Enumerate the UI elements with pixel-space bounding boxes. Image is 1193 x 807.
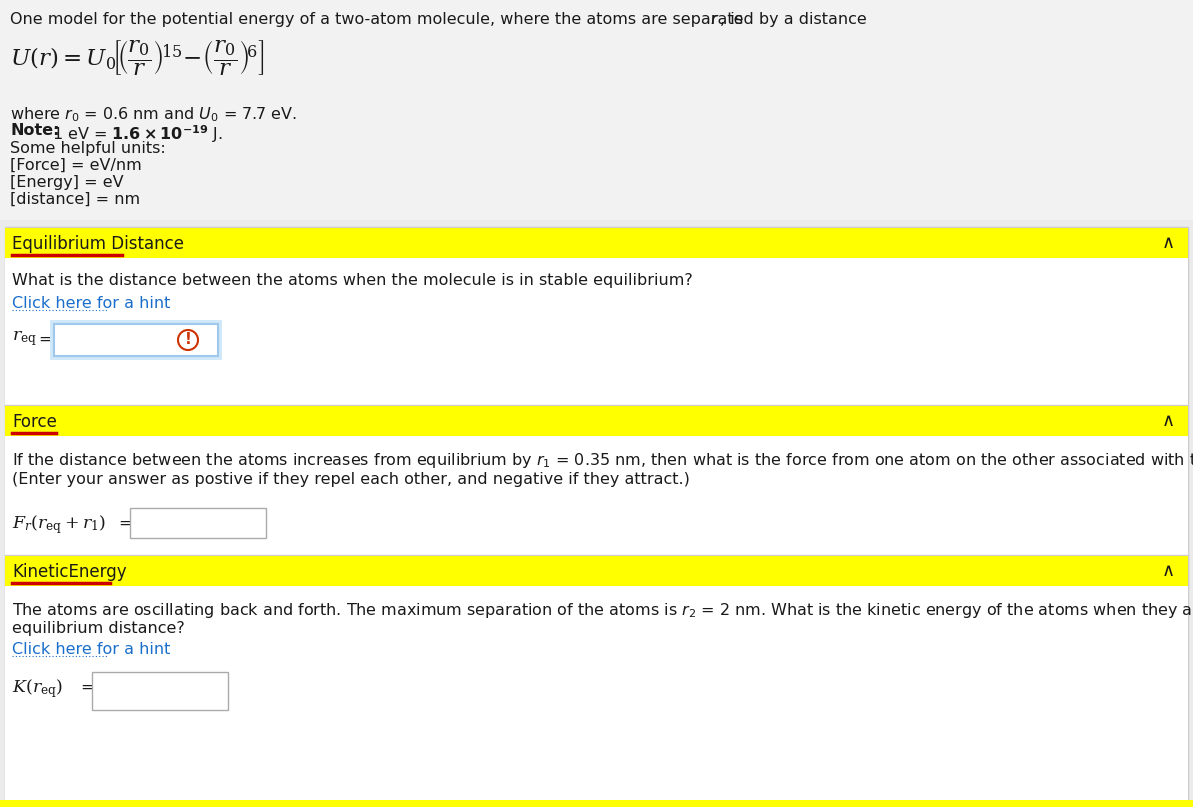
Text: $K(r_{\mathrm{eq}})$: $K(r_{\mathrm{eq}})$ (12, 677, 63, 700)
Text: where $r_0$ = 0.6 nm and $U_0$ = 7.7 eV.: where $r_0$ = 0.6 nm and $U_0$ = 7.7 eV. (10, 105, 297, 123)
Text: =: = (38, 332, 51, 347)
Text: If the distance between the atoms increases from equilibrium by $r_1$ = 0.35 nm,: If the distance between the atoms increa… (12, 451, 1193, 470)
Text: equilibrium distance?: equilibrium distance? (12, 621, 185, 636)
Text: $r$: $r$ (710, 12, 719, 27)
Bar (5, 258, 1188, 406)
Text: $r_{\mathrm{eq}}$: $r_{\mathrm{eq}}$ (12, 329, 37, 348)
Text: Force: Force (12, 413, 57, 431)
Bar (5, 586, 1188, 801)
Bar (0, 800, 1193, 807)
Text: $F_r(r_{\mathrm{eq}} + r_1)$: $F_r(r_{\mathrm{eq}} + r_1)$ (12, 513, 106, 536)
Text: The atoms are oscillating back and forth. The maximum separation of the atoms is: The atoms are oscillating back and forth… (12, 601, 1193, 620)
Bar (54, 324, 218, 356)
Circle shape (178, 330, 198, 350)
Text: =: = (80, 680, 93, 695)
Text: (Enter your answer as postive if they repel each other, and negative if they att: (Enter your answer as postive if they re… (12, 472, 690, 487)
Text: Click here for a hint: Click here for a hint (12, 296, 171, 311)
Text: !: ! (185, 332, 191, 347)
Text: =: = (118, 516, 131, 531)
Bar (0, 0, 1193, 220)
Text: Note:: Note: (10, 123, 60, 138)
Text: ∧: ∧ (1162, 234, 1175, 252)
Bar (5, 405, 1188, 587)
Bar (5, 406, 1188, 436)
Text: ∧: ∧ (1162, 412, 1175, 430)
Text: KineticEnergy: KineticEnergy (12, 563, 126, 581)
Bar (130, 508, 266, 538)
Text: ∧: ∧ (1162, 562, 1175, 580)
Text: [Force] = eV/nm: [Force] = eV/nm (10, 158, 142, 173)
Bar (5, 555, 1188, 802)
Bar (54, 324, 218, 356)
Text: Equilibrium Distance: Equilibrium Distance (12, 235, 184, 253)
Text: 1 eV = $\mathbf{1.6 \times 10^{-19}}$ J.: 1 eV = $\mathbf{1.6 \times 10^{-19}}$ J. (52, 123, 223, 144)
Bar (5, 556, 1188, 586)
Bar (92, 672, 228, 710)
Bar (5, 436, 1188, 586)
Text: [Energy] = eV: [Energy] = eV (10, 175, 124, 190)
Text: [distance] = nm: [distance] = nm (10, 192, 140, 207)
Text: Click here for a hint: Click here for a hint (12, 642, 171, 657)
Text: $U(r) = U_0\!\left[\!\left(\dfrac{r_0}{r}\right)^{\!15}\! -\! \left(\dfrac{r_0}{: $U(r) = U_0\!\left[\!\left(\dfrac{r_0}{r… (10, 38, 265, 77)
Bar (50, 320, 222, 360)
Text: Some helpful units:: Some helpful units: (10, 141, 166, 156)
Text: What is the distance between the atoms when the molecule is in stable equilibriu: What is the distance between the atoms w… (12, 273, 693, 288)
Text: , is: , is (721, 12, 743, 27)
Bar (5, 227, 1188, 407)
Text: One model for the potential energy of a two-atom molecule, where the atoms are s: One model for the potential energy of a … (10, 12, 872, 27)
Bar (5, 228, 1188, 258)
